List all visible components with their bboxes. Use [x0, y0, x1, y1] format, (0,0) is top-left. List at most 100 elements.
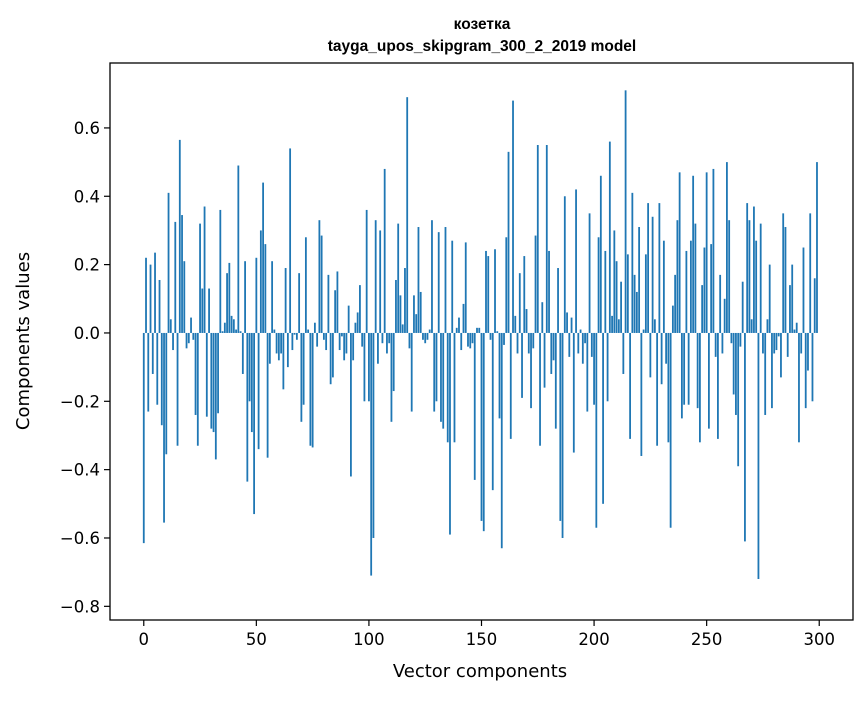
bar-183: [554, 332, 557, 429]
bar-200: [593, 332, 595, 405]
bar-220: [638, 227, 641, 333]
bar-226: [651, 216, 654, 333]
bar-271: [753, 206, 755, 333]
bar-162: [507, 151, 510, 333]
bar-173: [532, 332, 535, 349]
x-tick-label: 300: [803, 630, 835, 649]
bar-175: [536, 145, 539, 333]
bar-70: [300, 332, 303, 422]
bar-121: [415, 314, 418, 333]
bar-114: [399, 295, 402, 333]
bar-218: [633, 274, 636, 333]
bar-265: [739, 332, 742, 347]
bar-72: [304, 237, 307, 333]
bar-76: [313, 322, 316, 333]
bar-103: [374, 220, 377, 333]
bar-14: [174, 221, 177, 333]
bar-82: [327, 274, 330, 333]
bar-73: [307, 329, 310, 333]
bar-269: [748, 220, 751, 333]
bar-35: [221, 331, 224, 333]
bar-10: [165, 332, 168, 455]
bar-130: [435, 332, 438, 402]
bar-281: [775, 332, 778, 351]
bar-69: [298, 273, 301, 333]
x-tick-label: 150: [466, 630, 498, 649]
bar-287: [789, 285, 791, 333]
bar-160: [503, 332, 505, 345]
bar-117: [406, 97, 409, 333]
bar-245: [694, 223, 697, 333]
bar-214: [624, 90, 627, 333]
bar-238: [678, 172, 681, 333]
bar-167: [518, 273, 521, 333]
bar-250: [705, 172, 708, 333]
bar-28: [205, 332, 208, 417]
bar-23: [194, 332, 197, 415]
bar-21: [190, 317, 192, 333]
bar-66: [291, 332, 294, 351]
bar-289: [793, 329, 796, 333]
bar-191: [572, 332, 575, 453]
bar-283: [780, 332, 782, 378]
y-tick-label: −0.4: [60, 461, 100, 480]
y-tick-label: 0.6: [74, 119, 100, 138]
bar-22: [192, 332, 195, 340]
bar-246: [696, 332, 699, 409]
bar-109: [388, 332, 391, 344]
bar-247: [699, 332, 701, 443]
bar-203: [599, 175, 602, 333]
bar-199: [590, 332, 593, 357]
bar-219: [635, 291, 638, 333]
bar-92: [350, 332, 352, 477]
bar-25: [199, 223, 201, 333]
bar-197: [586, 332, 589, 412]
bar-282: [777, 332, 780, 337]
bar-224: [647, 203, 650, 333]
bar-193: [577, 332, 580, 354]
bar-290: [795, 322, 798, 333]
bar-171: [527, 332, 530, 354]
bar-27: [203, 206, 206, 333]
bar-40: [232, 319, 235, 333]
bar-252: [710, 244, 713, 333]
bar-248: [701, 285, 704, 333]
bar-6: [156, 332, 159, 405]
bar-84: [332, 332, 334, 378]
bar-273: [757, 332, 760, 579]
bar-288: [791, 264, 794, 333]
bar-286: [786, 332, 789, 357]
bar-52: [259, 230, 262, 333]
bar-270: [750, 319, 753, 333]
bar-110: [390, 332, 393, 422]
bar-87: [338, 332, 341, 351]
bar-15: [176, 332, 179, 446]
bar-187: [563, 196, 566, 333]
bar-161: [505, 237, 508, 333]
bar-20: [187, 332, 190, 344]
bar-134: [444, 227, 447, 333]
bar-251: [708, 332, 710, 429]
bar-63: [284, 268, 287, 333]
bar-11: [167, 192, 170, 333]
bar-58: [273, 329, 276, 333]
bar-259: [726, 162, 728, 333]
bar-104: [377, 332, 379, 364]
x-axis-ticks: 0 50 100 150 200 250 300: [139, 620, 835, 649]
bar-170: [525, 309, 528, 333]
bar-64: [286, 332, 289, 368]
bar-228: [656, 332, 659, 446]
bar-88: [341, 332, 343, 337]
bar-140: [458, 317, 460, 333]
bar-100: [368, 332, 370, 402]
bar-253: [712, 168, 715, 333]
bar-153: [487, 256, 490, 333]
bar-266: [741, 281, 744, 333]
bar-293: [802, 247, 805, 333]
bar-166: [516, 332, 519, 354]
bar-17: [181, 215, 183, 333]
bar-264: [737, 332, 740, 467]
bar-112: [395, 279, 397, 333]
bar-201: [595, 332, 598, 528]
